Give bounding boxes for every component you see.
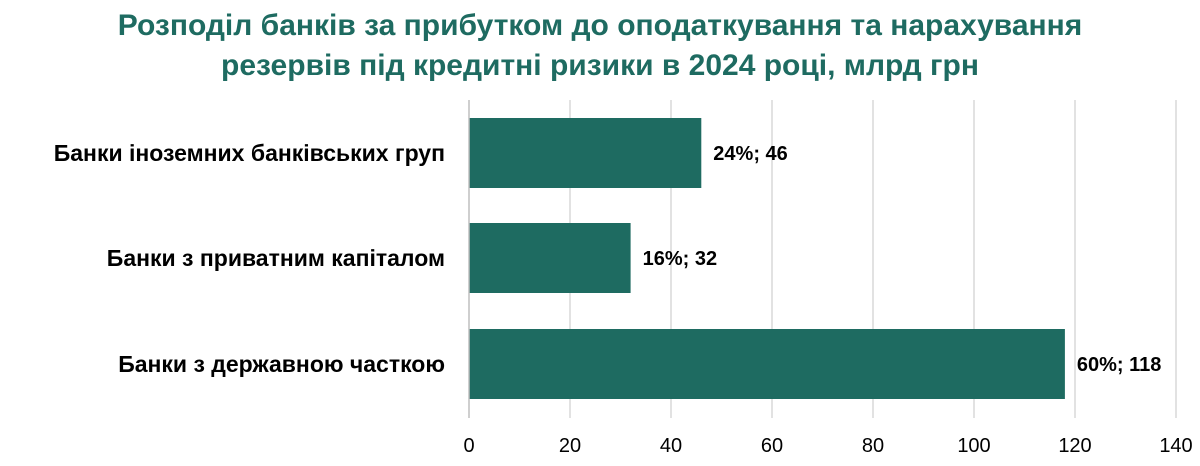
bars [469, 118, 1065, 399]
category-label: Банки з державною часткою [118, 351, 445, 377]
data-label: 60%; 118 [1077, 354, 1162, 376]
x-tick-label: 80 [862, 435, 884, 457]
chart-title-line-2: резервів під кредитні ризики в 2024 році… [221, 49, 979, 82]
bar [469, 329, 1065, 399]
x-tick-label: 40 [660, 435, 682, 457]
x-tick-label: 0 [463, 435, 474, 457]
chart-title: Розподіл банків за прибутком до оподатку… [0, 6, 1200, 86]
x-tick-label: 120 [1058, 435, 1091, 457]
x-axis: 0 20 40 60 80 100 120 140 [463, 100, 1193, 457]
data-label: 24%; 46 [713, 143, 788, 165]
bar [469, 118, 702, 188]
category-label: Банки іноземних банківських груп [54, 140, 445, 166]
x-tick-label: 20 [559, 435, 581, 457]
category-label: Банки з приватним капіталом [107, 245, 445, 271]
chart-title-line-1: Розподіл банків за прибутком до оподатку… [117, 9, 1083, 42]
x-tick-label: 140 [1159, 435, 1192, 457]
x-tick-label: 60 [761, 435, 783, 457]
labels: Банки іноземних банківських груп 24%; 46 Б… [54, 140, 1162, 377]
data-label: 16%; 32 [643, 248, 718, 270]
bar [469, 223, 631, 293]
x-tick-label: 100 [957, 435, 990, 457]
